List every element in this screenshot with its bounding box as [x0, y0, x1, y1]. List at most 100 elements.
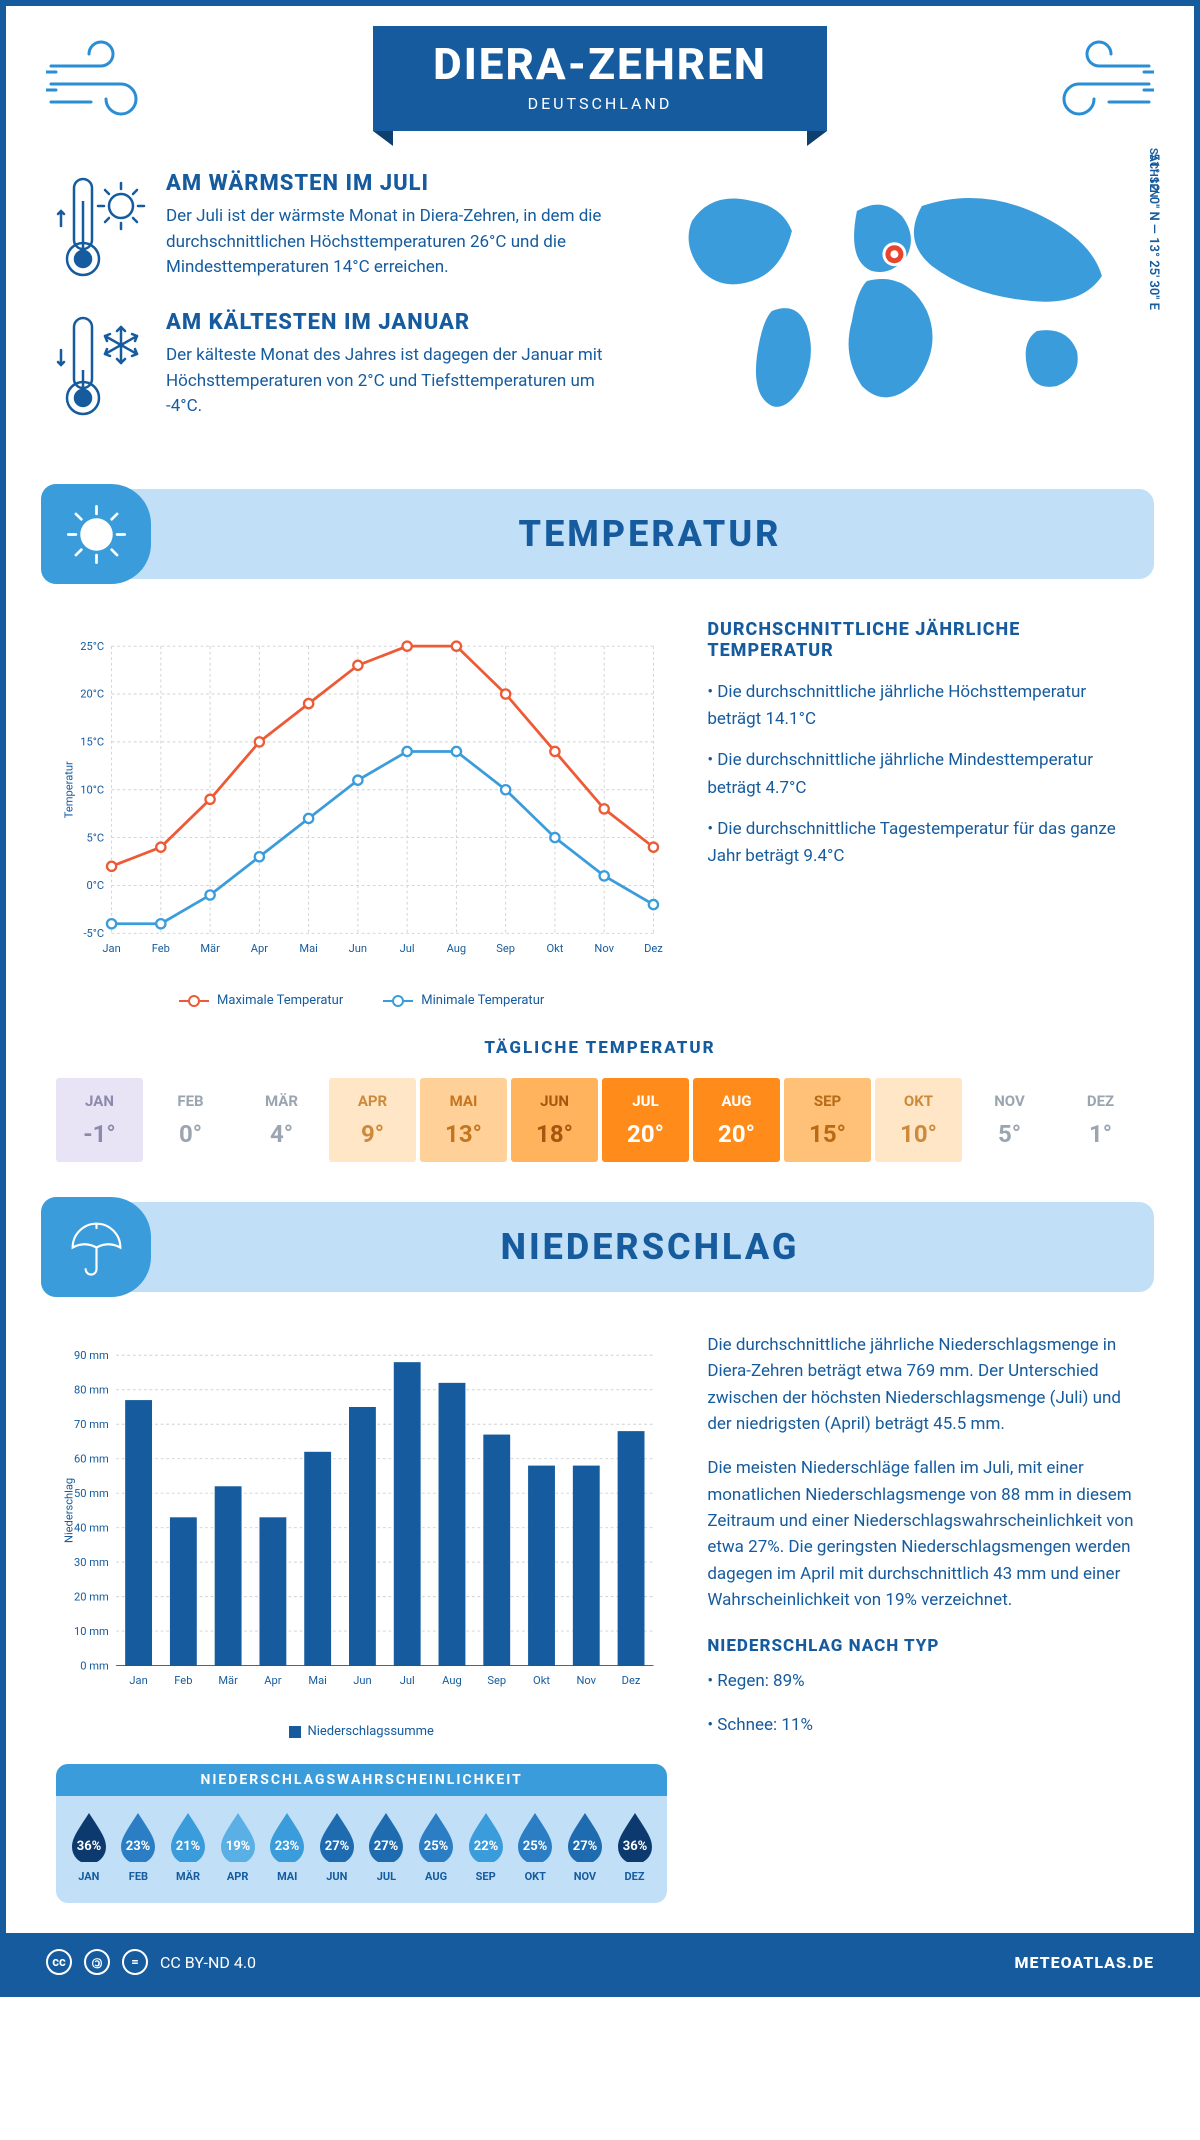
warmest-title: AM WÄRMSTEN IM JULI: [166, 171, 610, 196]
probability-drop: 22% SEP: [463, 1810, 509, 1883]
precip-text: Die durchschnittliche jährliche Niedersc…: [707, 1332, 1144, 1903]
sun-icon: [41, 484, 151, 584]
svg-text:Jul: Jul: [400, 942, 415, 955]
svg-text:40 mm: 40 mm: [74, 1521, 109, 1534]
svg-text:Apr: Apr: [251, 942, 268, 955]
month-cell: JUL20°: [602, 1078, 689, 1162]
page-subtitle: DEUTSCHLAND: [433, 94, 767, 113]
svg-text:15°C: 15°C: [80, 736, 104, 749]
coldest-text: Der kälteste Monat des Jahres ist dagege…: [166, 343, 610, 420]
wind-icon-left: [46, 36, 166, 130]
coldest-title: AM KÄLTESTEN IM JANUAR: [166, 310, 610, 335]
svg-text:Jan: Jan: [129, 1674, 147, 1687]
temp-title: TEMPERATUR: [519, 513, 782, 555]
svg-text:Sep: Sep: [496, 942, 515, 955]
month-cell: SEP15°: [784, 1078, 871, 1162]
svg-text:0°C: 0°C: [87, 879, 105, 892]
nd-icon: =: [122, 1949, 148, 1975]
svg-text:25°C: 25°C: [80, 640, 104, 653]
svg-text:Dez: Dez: [622, 1674, 641, 1687]
daily-temp-block: TÄGLICHE TEMPERATUR JAN-1°FEB0°MÄR4°APR9…: [6, 1038, 1194, 1192]
probability-drop: 36% JAN: [66, 1810, 112, 1883]
month-cell: AUG20°: [693, 1078, 780, 1162]
footer: cc 🄯 = CC BY-ND 4.0 METEOATLAS.DE: [6, 1933, 1194, 1991]
month-cell: NOV5°: [966, 1078, 1053, 1162]
legend-min: Minimale Temperatur: [421, 993, 544, 1008]
temp-section-header: TEMPERATUR: [46, 489, 1154, 579]
svg-text:22%: 22%: [473, 1839, 498, 1854]
svg-text:Dez: Dez: [644, 942, 663, 955]
probability-drop: 21% MÄR: [165, 1810, 211, 1883]
temp-bullet: • Die durchschnittliche jährliche Höchst…: [707, 679, 1144, 733]
svg-text:Jun: Jun: [353, 1674, 371, 1687]
page-title: DIERA-ZEHREN: [433, 38, 767, 90]
svg-text:30 mm: 30 mm: [74, 1556, 109, 1569]
month-cell: APR9°: [329, 1078, 416, 1162]
wind-icon-right: [1034, 36, 1154, 130]
svg-text:Mär: Mär: [200, 942, 220, 955]
by-icon: 🄯: [84, 1949, 110, 1975]
precip-p2: Die meisten Niederschläge fallen im Juli…: [707, 1455, 1144, 1613]
svg-text:Okt: Okt: [533, 1674, 550, 1687]
thermometer-cold-icon: [56, 310, 146, 424]
thermometer-hot-icon: [56, 171, 146, 285]
license-text: CC BY-ND 4.0: [160, 1953, 256, 1972]
month-cell: DEZ1°: [1057, 1078, 1144, 1162]
svg-text:60 mm: 60 mm: [74, 1452, 109, 1465]
probability-drop: 25% AUG: [413, 1810, 459, 1883]
month-cell: MÄR4°: [238, 1078, 325, 1162]
svg-text:70 mm: 70 mm: [74, 1418, 109, 1431]
svg-text:Aug: Aug: [442, 1674, 462, 1687]
month-cell: OKT10°: [875, 1078, 962, 1162]
month-cell: MAI13°: [420, 1078, 507, 1162]
svg-text:-5°C: -5°C: [83, 927, 104, 940]
svg-text:10 mm: 10 mm: [74, 1625, 109, 1638]
temp-info: DURCHSCHNITTLICHE JÄHRLICHE TEMPERATUR •…: [707, 619, 1144, 1008]
svg-text:10°C: 10°C: [80, 783, 104, 796]
precip-type-title: NIEDERSCHLAG NACH TYP: [707, 1633, 1144, 1659]
coordinates: 51° 12′ 0″ N — 13° 25′ 30″ E: [1147, 153, 1162, 310]
svg-text:Jan: Jan: [102, 942, 120, 955]
svg-text:20°C: 20°C: [80, 688, 104, 701]
svg-text:Sep: Sep: [487, 1674, 506, 1687]
title-banner: DIERA-ZEHREN DEUTSCHLAND: [373, 26, 827, 131]
svg-text:21%: 21%: [176, 1839, 201, 1854]
probability-drop: 19% APR: [215, 1810, 261, 1883]
svg-text:80 mm: 80 mm: [74, 1383, 109, 1396]
probability-title: NIEDERSCHLAGSWAHRSCHEINLICHKEIT: [56, 1764, 667, 1796]
svg-text:Mai: Mai: [299, 942, 317, 955]
svg-text:Mai: Mai: [308, 1674, 326, 1687]
temp-bullet: • Die durchschnittliche Tagestemperatur …: [707, 816, 1144, 870]
precip-title: NIEDERSCHLAG: [501, 1226, 800, 1268]
temp-legend: Maximale Temperatur Minimale Temperatur: [56, 993, 667, 1008]
svg-text:Feb: Feb: [174, 1674, 192, 1687]
svg-text:Temperatur: Temperatur: [63, 761, 76, 818]
svg-text:20 mm: 20 mm: [74, 1590, 109, 1603]
probability-drop: 36% DEZ: [612, 1810, 658, 1883]
precip-type-bullet: • Schnee: 11%: [707, 1712, 1144, 1738]
svg-text:23%: 23%: [126, 1839, 151, 1854]
svg-text:36%: 36%: [622, 1839, 647, 1854]
precip-section-header: NIEDERSCHLAG: [46, 1202, 1154, 1292]
world-map-icon: [640, 171, 1144, 431]
probability-drop: 27% JUN: [314, 1810, 360, 1883]
svg-text:0 mm: 0 mm: [80, 1659, 108, 1672]
map-marker-icon: [883, 242, 907, 266]
month-cell: JUN18°: [511, 1078, 598, 1162]
svg-text:Mär: Mär: [218, 1674, 238, 1687]
svg-text:Okt: Okt: [546, 942, 563, 955]
month-cell: FEB0°: [147, 1078, 234, 1162]
svg-text:Aug: Aug: [447, 942, 467, 955]
warmest-text: Der Juli ist der wärmste Monat in Diera-…: [166, 204, 610, 281]
svg-text:90 mm: 90 mm: [74, 1349, 109, 1362]
probability-drop: 23% FEB: [116, 1810, 162, 1883]
svg-text:27%: 27%: [573, 1839, 598, 1854]
svg-text:Feb: Feb: [152, 942, 170, 955]
svg-text:Nov: Nov: [594, 942, 614, 955]
page-frame: DIERA-ZEHREN DEUTSCHLAND: [0, 0, 1200, 1997]
svg-text:Jun: Jun: [349, 942, 367, 955]
svg-text:Niederschlag: Niederschlag: [63, 1478, 76, 1543]
site-name: METEOATLAS.DE: [1014, 1953, 1154, 1972]
probability-drop: 27% JUL: [364, 1810, 410, 1883]
svg-text:5°C: 5°C: [87, 831, 105, 844]
